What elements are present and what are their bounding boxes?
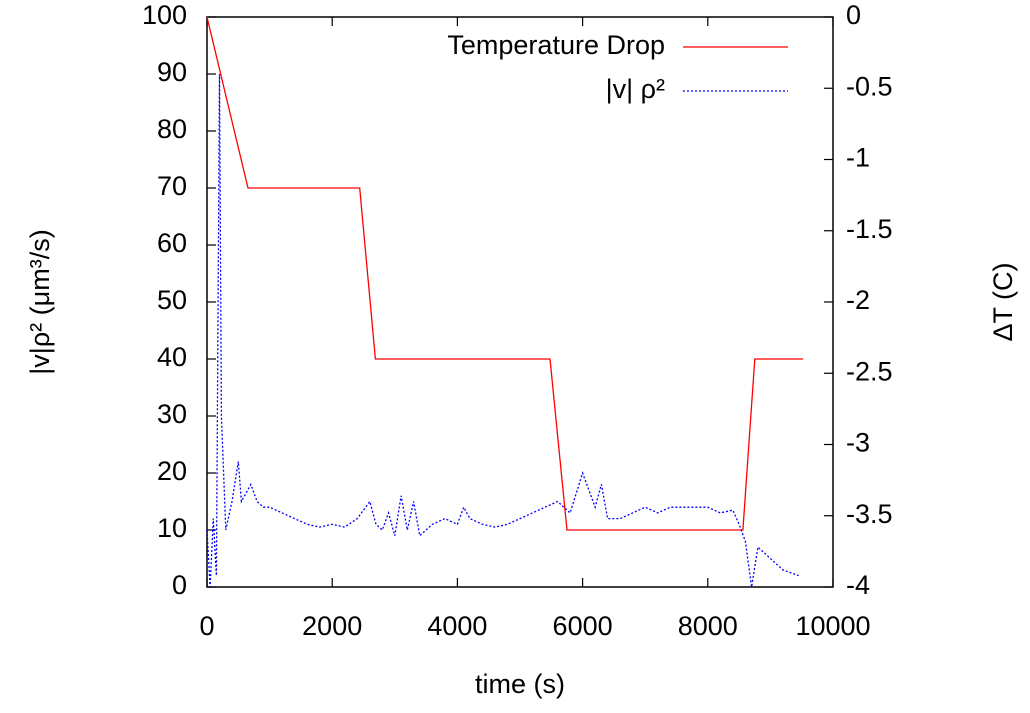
y-tick-label: 100 — [142, 0, 187, 30]
y2-tick-label: -0.5 — [846, 71, 893, 101]
legend-label: |v| ρ² — [606, 74, 665, 104]
y2-tick-label: -2.5 — [846, 356, 893, 386]
y2-tick-label: -3 — [846, 428, 870, 458]
x-tick-label: 4000 — [427, 611, 487, 641]
y2-tick-label: -3.5 — [846, 499, 893, 529]
y2-axis-label: ΔT (C) — [988, 262, 1018, 341]
y-tick-label: 0 — [172, 570, 187, 600]
plot-frame — [206, 16, 834, 588]
x-tick-label: 8000 — [678, 611, 738, 641]
y-tick-label: 60 — [157, 228, 187, 258]
x-axis-label: time (s) — [475, 669, 565, 699]
y-tick-label: 40 — [157, 342, 187, 372]
y-tick-label: 10 — [157, 513, 187, 543]
series-line — [206, 16, 803, 531]
y-tick-label: 30 — [157, 399, 187, 429]
y2-tick-label: -1 — [846, 143, 870, 173]
series-line — [206, 73, 799, 588]
x-tick-label: 0 — [199, 611, 214, 641]
y-tick-label: 50 — [157, 285, 187, 315]
y2-tick-label: -2 — [846, 285, 870, 315]
y-tick-label: 70 — [157, 171, 187, 201]
x-tick-label: 10000 — [795, 611, 870, 641]
y-tick-label: 80 — [157, 114, 187, 144]
x-tick-label: 2000 — [302, 611, 362, 641]
y2-tick-label: 0 — [846, 0, 861, 30]
y-tick-label: 90 — [157, 57, 187, 87]
x-tick-label: 6000 — [553, 611, 613, 641]
y2-tick-label: -4 — [846, 570, 870, 600]
y-tick-label: 20 — [157, 456, 187, 486]
y2-tick-label: -1.5 — [846, 214, 893, 244]
legend-label: Temperature Drop — [447, 30, 665, 60]
y-axis-label: |v|ρ² (μm³/s) — [25, 229, 55, 374]
